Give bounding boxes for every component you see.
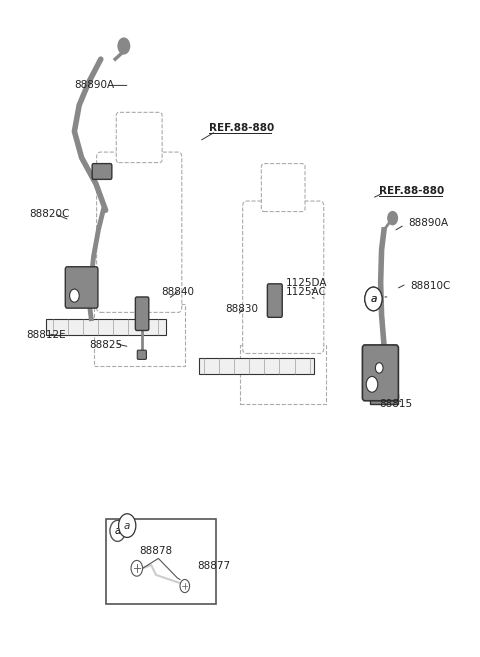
Circle shape: [70, 289, 79, 302]
Circle shape: [119, 514, 136, 537]
Text: REF.88-880: REF.88-880: [0, 656, 1, 657]
Circle shape: [388, 212, 397, 225]
Bar: [370, 394, 398, 404]
Text: 88810C: 88810C: [410, 281, 451, 291]
FancyBboxPatch shape: [137, 350, 146, 359]
Bar: [199, 358, 314, 374]
Text: 88815: 88815: [379, 399, 412, 409]
Text: a: a: [115, 526, 120, 536]
Text: a: a: [124, 520, 131, 531]
FancyBboxPatch shape: [261, 164, 305, 212]
FancyBboxPatch shape: [96, 152, 182, 313]
Text: 88830: 88830: [226, 304, 259, 314]
Text: REF.88-880: REF.88-880: [0, 656, 1, 657]
Circle shape: [110, 520, 125, 541]
Text: 88890A: 88890A: [408, 218, 448, 229]
Text: 88840: 88840: [161, 287, 194, 298]
Text: 88825: 88825: [89, 340, 122, 350]
Circle shape: [365, 287, 382, 311]
FancyBboxPatch shape: [362, 345, 398, 401]
Circle shape: [180, 579, 190, 593]
Bar: [46, 319, 166, 335]
Bar: [106, 519, 216, 604]
Text: REF.88-880: REF.88-880: [209, 123, 274, 133]
Bar: [94, 304, 185, 367]
FancyBboxPatch shape: [65, 267, 98, 308]
Circle shape: [366, 376, 378, 392]
FancyBboxPatch shape: [92, 164, 112, 179]
Text: 1125AC: 1125AC: [286, 287, 326, 298]
Text: REF.88-880: REF.88-880: [379, 185, 444, 196]
FancyBboxPatch shape: [267, 284, 282, 317]
Circle shape: [375, 363, 383, 373]
Bar: [240, 345, 326, 404]
Text: 88812E: 88812E: [26, 330, 66, 340]
Circle shape: [365, 287, 382, 311]
FancyBboxPatch shape: [116, 112, 162, 163]
Text: 88878: 88878: [139, 545, 172, 556]
Text: 88820C: 88820C: [29, 208, 69, 219]
Text: 88890A: 88890A: [74, 80, 115, 91]
FancyBboxPatch shape: [242, 201, 324, 353]
FancyBboxPatch shape: [135, 297, 149, 330]
Text: a: a: [370, 294, 377, 304]
Text: a: a: [370, 294, 377, 304]
Circle shape: [131, 560, 143, 576]
Text: 88877: 88877: [197, 561, 230, 572]
Circle shape: [118, 38, 130, 54]
Text: 1125DA: 1125DA: [286, 277, 327, 288]
